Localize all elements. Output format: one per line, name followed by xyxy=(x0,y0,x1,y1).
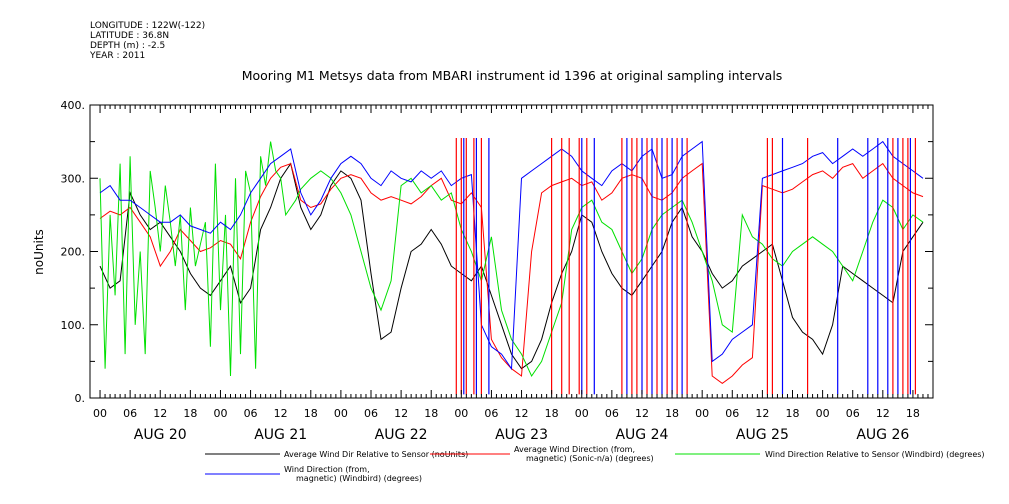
x-day-label-6: AUG 26 xyxy=(856,427,909,443)
series-layer xyxy=(99,137,924,395)
x-hour-label-9: 06 xyxy=(364,407,378,420)
series-line-0 xyxy=(99,162,924,370)
legend-label-avg-wind-direction-line2: magnetic) (Sonic-n/a) (degrees) xyxy=(526,454,654,463)
legend-label-avg-wind-direction: Average Wind Direction (from, magnetic) … xyxy=(514,445,654,463)
x-hour-label-20: 00 xyxy=(695,407,709,420)
longitude-text: LONGITUDE : 122W(-122) xyxy=(90,21,206,31)
x-hour-label-6: 12 xyxy=(274,407,288,420)
series-line-2 xyxy=(99,141,924,378)
x-hour-label-15: 18 xyxy=(545,407,559,420)
x-hour-label-25: 06 xyxy=(846,407,860,420)
legend-label-avg-wind-dir-relative: Average Wind Dir Relative to Sensor (noU… xyxy=(284,450,468,459)
series-line-1 xyxy=(99,162,924,385)
x-hour-label-8: 00 xyxy=(334,407,348,420)
x-hour-label-22: 12 xyxy=(755,407,769,420)
legend-label-wind-direction-windbird: Wind Direction (from, magnetic) (Windbir… xyxy=(284,465,422,483)
latitude-text: LATITUDE : 36.8N xyxy=(90,31,170,41)
x-hour-label-24: 00 xyxy=(816,407,830,420)
x-day-label-1: AUG 21 xyxy=(254,427,307,443)
x-day-label-2: AUG 22 xyxy=(375,427,428,443)
legend-label-avg-wind-direction-line1: Average Wind Direction (from, xyxy=(514,445,635,454)
x-day-label-4: AUG 24 xyxy=(615,427,668,443)
x-hour-label-1: 06 xyxy=(123,407,137,420)
legend: Average Wind Dir Relative to Sensor (noU… xyxy=(205,445,985,483)
legend-label-wind-direction-windbird-line2: magnetic) (Windbird) (degrees) xyxy=(296,474,422,483)
x-hour-label-10: 12 xyxy=(394,407,408,420)
year-text: YEAR : 2011 xyxy=(90,51,146,61)
y-tick-label-0: 0. xyxy=(75,392,86,405)
x-hour-label-14: 12 xyxy=(515,407,529,420)
x-hour-label-0: 00 xyxy=(93,407,107,420)
y-tick-label-3: 300. xyxy=(61,172,86,185)
x-hour-label-27: 18 xyxy=(906,407,920,420)
metadata-block: LONGITUDE : 122W(-122) LATITUDE : 36.8N … xyxy=(90,21,205,61)
y-tick-label-4: 400. xyxy=(61,99,86,112)
x-hour-label-16: 00 xyxy=(575,407,589,420)
legend-label-wind-dir-relative-windbird: Wind Direction Relative to Sensor (Windb… xyxy=(765,450,985,459)
chart-title: Mooring M1 Metsys data from MBARI instru… xyxy=(242,68,783,83)
x-hour-label-3: 18 xyxy=(183,407,197,420)
x-day-label-5: AUG 25 xyxy=(736,427,789,443)
x-hour-label-5: 06 xyxy=(244,407,258,420)
y-tick-label-2: 200. xyxy=(61,246,86,259)
x-hour-label-12: 00 xyxy=(454,407,468,420)
x-day-label-3: AUG 23 xyxy=(495,427,548,443)
series-line-3 xyxy=(99,140,924,371)
x-hour-label-21: 06 xyxy=(725,407,739,420)
y-axis-label: noUnits xyxy=(32,229,46,275)
x-hour-label-4: 00 xyxy=(213,407,227,420)
x-hour-label-18: 12 xyxy=(635,407,649,420)
x-hour-label-7: 18 xyxy=(304,407,318,420)
x-hour-label-13: 06 xyxy=(484,407,498,420)
x-hour-label-26: 12 xyxy=(876,407,890,420)
axis-layer: 0. 100. 200. 300. 400. 00 06 12 18 00 06 12 18 00 06 12… xyxy=(61,99,934,443)
y-tick-label-1: 100. xyxy=(61,319,86,332)
depth-text: DEPTH (m) : -2.5 xyxy=(90,41,166,51)
x-day-label-0: AUG 20 xyxy=(134,427,187,443)
x-hour-label-11: 18 xyxy=(424,407,438,420)
x-hour-label-17: 06 xyxy=(605,407,619,420)
x-hour-label-23: 18 xyxy=(786,407,800,420)
x-hour-label-19: 18 xyxy=(665,407,679,420)
legend-label-wind-direction-windbird-line1: Wind Direction (from, xyxy=(284,465,370,474)
x-hour-label-2: 12 xyxy=(153,407,167,420)
